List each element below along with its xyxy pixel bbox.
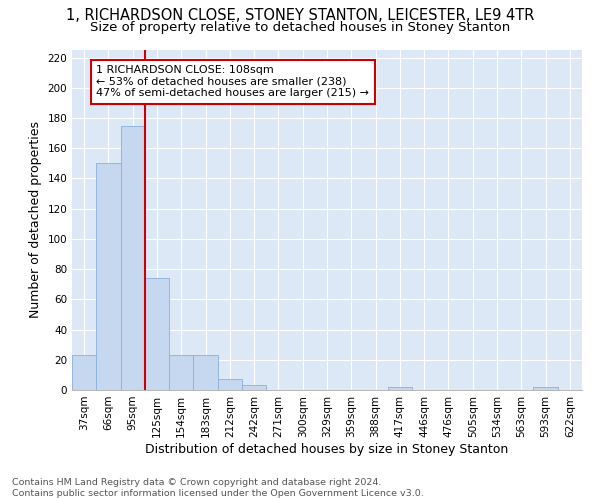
Bar <box>193 355 218 390</box>
Bar <box>121 126 145 390</box>
Y-axis label: Number of detached properties: Number of detached properties <box>29 122 42 318</box>
Bar <box>388 387 412 390</box>
Text: 1 RICHARDSON CLOSE: 108sqm
← 53% of detached houses are smaller (238)
47% of sem: 1 RICHARDSON CLOSE: 108sqm ← 53% of deta… <box>96 65 369 98</box>
Bar <box>218 380 242 390</box>
Bar <box>169 355 193 390</box>
Bar <box>533 387 558 390</box>
Text: Contains HM Land Registry data © Crown copyright and database right 2024.
Contai: Contains HM Land Registry data © Crown c… <box>12 478 424 498</box>
X-axis label: Distribution of detached houses by size in Stoney Stanton: Distribution of detached houses by size … <box>145 442 509 456</box>
Bar <box>242 386 266 390</box>
Bar <box>145 278 169 390</box>
Text: 1, RICHARDSON CLOSE, STONEY STANTON, LEICESTER, LE9 4TR: 1, RICHARDSON CLOSE, STONEY STANTON, LEI… <box>66 8 534 22</box>
Bar <box>72 355 96 390</box>
Bar <box>96 164 121 390</box>
Text: Size of property relative to detached houses in Stoney Stanton: Size of property relative to detached ho… <box>90 21 510 34</box>
